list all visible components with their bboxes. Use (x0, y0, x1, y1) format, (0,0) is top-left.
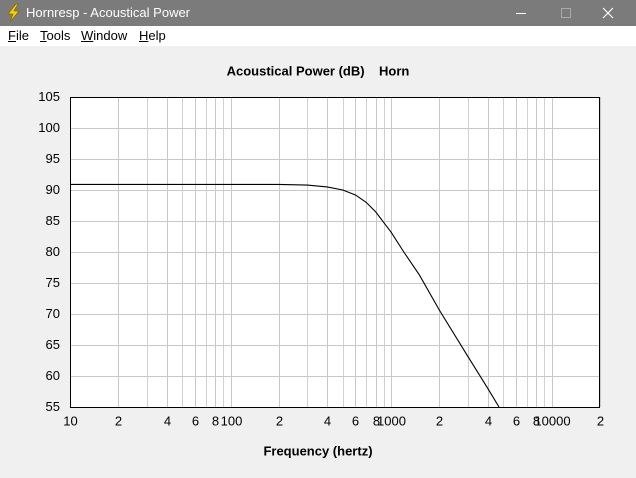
x-tick-label: 2 (276, 413, 283, 428)
x-tick-label: 2 (436, 413, 443, 428)
x-tick-label: 8 (373, 413, 380, 428)
x-tick-label: 4 (324, 413, 331, 428)
data-line (70, 183, 500, 407)
y-tick-label: 70 (46, 306, 60, 321)
x-tick-label: 8 (212, 413, 219, 428)
y-tick-label: 75 (46, 275, 60, 290)
menu-bar: File Tools Window Help (0, 26, 636, 46)
y-tick-label: 95 (46, 151, 60, 166)
x-tick-label: 10 (63, 413, 77, 428)
x-tick-label: 1000 (377, 413, 406, 428)
x-tick-label: 10000 (534, 413, 570, 428)
x-tick-label: 2 (115, 413, 122, 428)
x-tick-label: 2 (597, 413, 604, 428)
x-tick-label: 4 (164, 413, 171, 428)
menu-item[interactable]: File (8, 28, 29, 43)
x-tick-label: 4 (485, 413, 492, 428)
plot-frame (70, 97, 600, 408)
x-tick-label: 6 (352, 413, 359, 428)
y-tick-label: 100 (38, 120, 60, 135)
window-title: Hornresp - Acoustical Power (26, 5, 191, 20)
menu-item[interactable]: Window (81, 28, 128, 43)
y-tick-label: 90 (46, 182, 60, 197)
menu-item[interactable]: Tools (40, 28, 71, 43)
window-controls[interactable] (516, 0, 636, 26)
x-tick-label: 6 (513, 413, 520, 428)
y-tick-label: 85 (46, 213, 60, 228)
y-tick-label: 80 (46, 244, 60, 259)
menu-item[interactable]: Help (139, 28, 166, 43)
maximize-button[interactable] (561, 8, 571, 18)
y-tick-label: 55 (46, 399, 60, 414)
y-tick-label: 65 (46, 337, 60, 352)
chart: Acoustical Power (dB) Horn Frequency (he… (38, 63, 604, 458)
x-tick-label: 100 (221, 413, 243, 428)
app-icon (7, 3, 20, 23)
x-axis-label: Frequency (hertz) (263, 443, 372, 458)
close-button[interactable] (602, 7, 614, 19)
chart-title: Acoustical Power (dB) Horn (227, 63, 410, 78)
y-tick-label: 60 (46, 368, 60, 383)
title-bar: Hornresp - Acoustical Power (0, 0, 636, 26)
x-tick-label: 6 (192, 413, 199, 428)
x-tick-label: 8 (533, 413, 540, 428)
y-tick-label: 105 (38, 89, 60, 104)
